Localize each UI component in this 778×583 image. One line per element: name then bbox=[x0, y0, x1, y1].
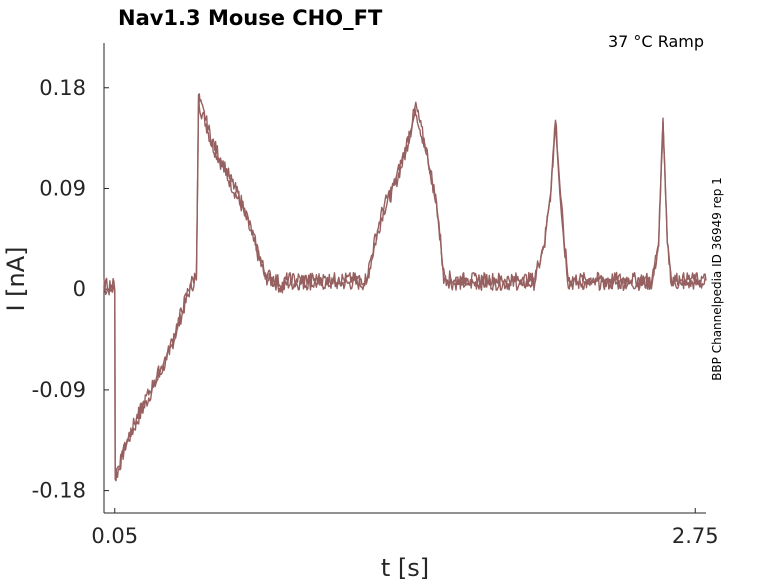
chart-title: Nav1.3 Mouse CHO_FT bbox=[118, 6, 383, 30]
x-tick-label: 0.05 bbox=[91, 524, 138, 548]
x-axis-ticks: 0.05 2.75 bbox=[91, 508, 719, 548]
y-axis-label: I [nA] bbox=[2, 246, 30, 311]
chart-subtitle: 37 °C Ramp bbox=[608, 32, 704, 51]
x-axis-label: t [s] bbox=[381, 554, 429, 582]
current-trace-line bbox=[103, 93, 707, 479]
y-tick-label: -0.18 bbox=[32, 479, 86, 503]
y-tick-label: 0.09 bbox=[39, 176, 86, 200]
y-axis-ticks: 0.18 0.09 0 -0.09 -0.18 bbox=[32, 76, 109, 503]
y-tick-label: 0 bbox=[73, 277, 86, 301]
y-tick-label: 0.18 bbox=[39, 76, 86, 100]
channelpedia-id-label: BBP Channelpedia ID 36949 rep 1 bbox=[710, 177, 724, 381]
y-tick-label: -0.09 bbox=[32, 378, 86, 402]
x-tick-label: 2.75 bbox=[672, 524, 719, 548]
plot-area bbox=[103, 93, 707, 482]
